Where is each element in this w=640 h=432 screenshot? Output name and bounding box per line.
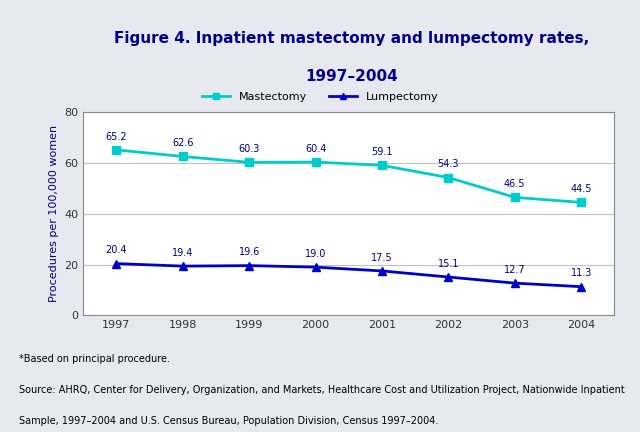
- Text: 62.6: 62.6: [172, 138, 193, 148]
- Text: 65.2: 65.2: [106, 132, 127, 142]
- Text: 20.4: 20.4: [106, 245, 127, 255]
- Text: 12.7: 12.7: [504, 265, 525, 275]
- Text: 19.0: 19.0: [305, 249, 326, 259]
- Text: 19.6: 19.6: [239, 247, 260, 257]
- Text: *Based on principal procedure.: *Based on principal procedure.: [19, 354, 170, 364]
- Text: 15.1: 15.1: [438, 259, 459, 269]
- Text: 19.4: 19.4: [172, 248, 193, 258]
- Text: 1997–2004: 1997–2004: [306, 69, 398, 83]
- Text: 60.4: 60.4: [305, 144, 326, 154]
- Text: 59.1: 59.1: [371, 147, 393, 157]
- Y-axis label: Procedures per 100,000 women: Procedures per 100,000 women: [49, 125, 59, 302]
- Text: Figure 4. Inpatient mastectomy and lumpectomy rates,: Figure 4. Inpatient mastectomy and lumpe…: [115, 31, 589, 45]
- Text: 17.5: 17.5: [371, 253, 393, 263]
- Text: 46.5: 46.5: [504, 179, 525, 189]
- Text: Sample, 1997–2004 and U.S. Census Bureau, Population Division, Census 1997–2004.: Sample, 1997–2004 and U.S. Census Bureau…: [19, 416, 438, 426]
- Text: 44.5: 44.5: [570, 184, 592, 194]
- Text: Source: AHRQ, Center for Delivery, Organization, and Markets, Healthcare Cost an: Source: AHRQ, Center for Delivery, Organ…: [19, 385, 625, 395]
- Legend: Mastectomy, Lumpectomy: Mastectomy, Lumpectomy: [197, 88, 443, 107]
- Text: 11.3: 11.3: [570, 268, 592, 278]
- Text: 54.3: 54.3: [438, 159, 459, 169]
- Text: 60.3: 60.3: [239, 144, 260, 154]
